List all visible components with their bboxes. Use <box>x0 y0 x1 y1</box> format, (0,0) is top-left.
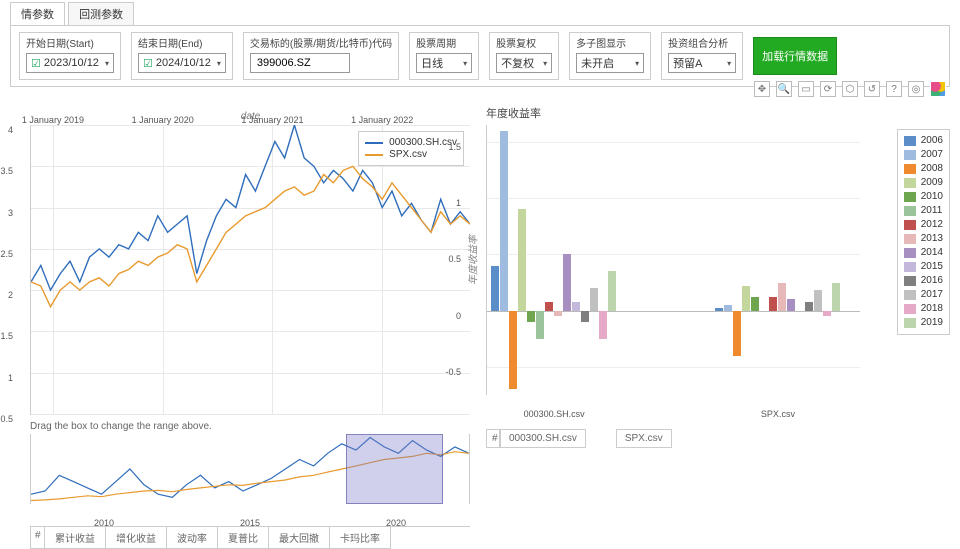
tab-market-params[interactable]: 情参数 <box>10 2 65 25</box>
portfolio-group: 投资组合分析 预留A ▾ <box>661 32 743 80</box>
help-tool-icon[interactable]: ? <box>886 81 902 97</box>
tab-backtest-params[interactable]: 回测参数 <box>68 2 134 25</box>
range-selector-chart[interactable]: 201020152020 <box>30 434 470 504</box>
load-data-button[interactable]: 加载行情数据 <box>753 37 837 75</box>
bar-y-axis-label: 年度收益率 <box>465 235 480 285</box>
symbol-input[interactable] <box>250 53 350 73</box>
table-series-b: SPX.csv <box>616 429 672 448</box>
symbol-label: 交易标的(股票/期货/比特币)代码 <box>250 35 392 50</box>
calendar-icon: ☑ <box>143 57 153 70</box>
calendar-icon: ☑ <box>31 57 41 70</box>
multi-label: 多子图显示 <box>576 35 644 50</box>
hover-tool-icon[interactable]: ◎ <box>908 81 924 97</box>
start-date-input[interactable]: ☑ 2023/10/12 ▾ <box>26 53 114 73</box>
end-date-input[interactable]: ☑ 2024/10/12 ▾ <box>138 53 226 73</box>
range-selection-box[interactable] <box>346 434 442 504</box>
chevron-down-icon: ▾ <box>635 59 639 68</box>
multi-group: 多子图显示 未开启 ▾ <box>569 32 651 80</box>
period-select[interactable]: 日线 ▾ <box>416 53 472 73</box>
period-label: 股票周期 <box>416 35 472 50</box>
price-line-chart[interactable]: date 1 January 20191 January 20201 Janua… <box>30 125 470 415</box>
summary-tables: # 000300.SH.csv SPX.csv <box>486 429 950 448</box>
table-series-a: 000300.SH.csv <box>500 429 586 448</box>
end-date-value: 2024/10/12 <box>156 57 211 69</box>
chevron-down-icon: ▾ <box>217 59 221 68</box>
chevron-down-icon: ▾ <box>727 59 731 68</box>
end-date-group: 结束日期(End) ☑ 2024/10/12 ▾ <box>131 32 233 80</box>
bokeh-logo-icon <box>930 81 946 97</box>
range-instruction: Drag the box to change the range above. <box>30 421 470 432</box>
table-hash: # <box>486 429 500 448</box>
chevron-down-icon: ▾ <box>543 59 547 68</box>
end-date-label: 结束日期(End) <box>138 35 226 50</box>
controls-panel: 开始日期(Start) ☑ 2023/10/12 ▾ 结束日期(End) ☑ 2… <box>10 25 950 87</box>
period-value: 日线 <box>421 55 443 71</box>
portfolio-value: 预留A <box>673 55 702 71</box>
wheel-zoom-icon[interactable]: ⟳ <box>820 81 836 97</box>
start-date-label: 开始日期(Start) <box>26 35 114 50</box>
lasso-tool-icon[interactable]: ⬡ <box>842 81 858 97</box>
parameter-tabs: 情参数 回测参数 <box>10 2 960 25</box>
chevron-down-icon: ▾ <box>463 59 467 68</box>
chart-toolbar: ✥ 🔍 ▭ ⟳ ⬡ ↺ ? ◎ <box>754 81 946 97</box>
bar-chart-legend: 2006200720082009201020112012201320142015… <box>897 129 950 335</box>
fq-group: 股票复权 不复权 ▾ <box>489 32 559 80</box>
start-date-value: 2023/10/12 <box>44 57 99 69</box>
fq-value: 不复权 <box>501 55 534 71</box>
multi-value: 未开启 <box>581 55 614 71</box>
symbol-group: 交易标的(股票/期货/比特币)代码 <box>243 32 399 80</box>
fq-label: 股票复权 <box>496 35 552 50</box>
reset-tool-icon[interactable]: ↺ <box>864 81 880 97</box>
bar-chart-title: 年度收益率 <box>486 105 950 121</box>
stats-table: #累计收益增化收益波动率夏普比最大回撤卡玛比率 <box>30 526 470 549</box>
box-select-icon[interactable]: ▭ <box>798 81 814 97</box>
start-date-group: 开始日期(Start) ☑ 2023/10/12 ▾ <box>19 32 121 80</box>
chevron-down-icon: ▾ <box>105 59 109 68</box>
portfolio-label: 投资组合分析 <box>668 35 736 50</box>
multi-select[interactable]: 未开启 ▾ <box>576 53 644 73</box>
annual-return-bar-chart[interactable]: 年度收益率 -0.500.511.5 000300.SH.csvSPX.csv <box>486 125 860 395</box>
period-group: 股票周期 日线 ▾ <box>409 32 479 80</box>
fq-select[interactable]: 不复权 ▾ <box>496 53 552 73</box>
symbol-text[interactable] <box>255 56 345 70</box>
move-tool-icon[interactable]: ✥ <box>754 81 770 97</box>
zoom-tool-icon[interactable]: 🔍 <box>776 81 792 97</box>
portfolio-select[interactable]: 预留A ▾ <box>668 53 736 73</box>
